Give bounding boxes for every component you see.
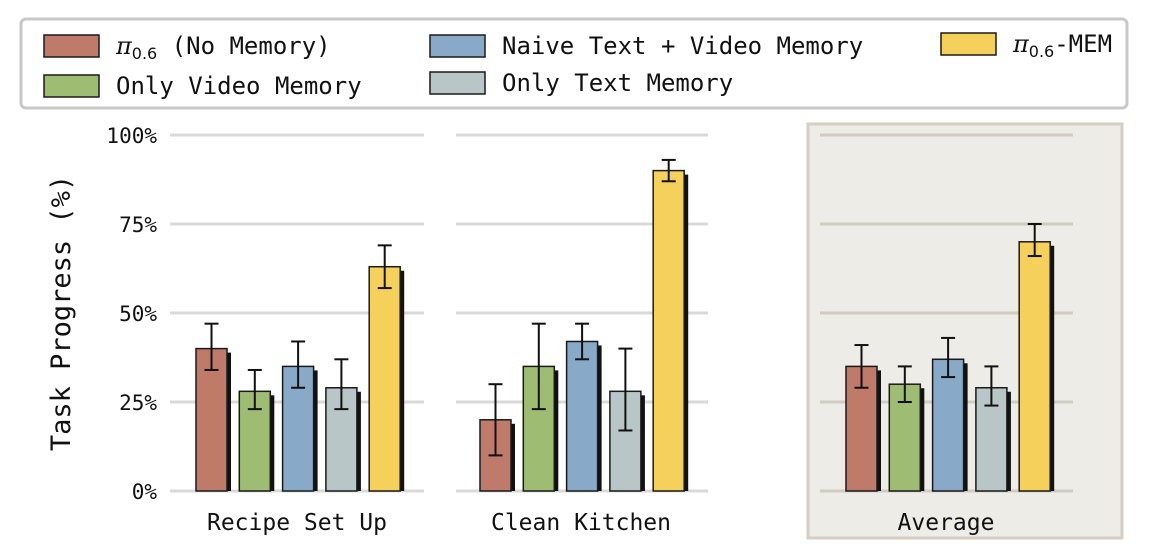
x-category-label: Recipe Set Up [207,510,387,536]
y-axis-ticks: 0% 25% 50% 75% 100% [106,124,157,504]
bar [368,265,401,492]
legend-swatch [43,34,100,58]
y-tick-label: 100% [106,124,157,148]
bar [1018,241,1051,492]
legend-entry: Only Video Memory [116,72,362,100]
legend-box [19,17,1129,110]
legend-suffix: -MEM [1054,30,1112,58]
bar [975,387,1008,492]
legend-entry: Only Text Memory [502,69,733,97]
legend-subscript: 0.6 [1029,42,1054,61]
y-tick-label: 0% [132,480,158,504]
bar [522,365,556,492]
legend-pi: π [115,32,133,60]
x-category-label: Clean Kitchen [491,510,671,536]
legend-entry: π0.6 (No Memory) [115,32,331,63]
y-tick-label: 50% [119,302,157,326]
y-tick-label: 25% [119,391,157,415]
legend-suffix: (No Memory) [157,32,330,60]
bar [652,169,685,492]
legend-swatch [429,71,486,95]
legend-entry: π0.6-MEM [1012,30,1112,61]
bar [565,340,599,492]
y-axis-label: Task Progress (%) [46,175,77,451]
bar [931,358,965,492]
y-tick-label: 75% [119,213,157,237]
legend-pi: π [1012,30,1030,58]
legend-swatch [43,74,100,98]
legend-swatch [429,34,486,58]
x-axis-categories: Recipe Set Up Clean Kitchen Average [207,510,994,536]
legend-subscript: 0.6 [132,44,157,63]
legend-swatch [940,32,997,56]
legend-entry: Naive Text + Video Memory [502,32,863,60]
x-category-label: Average [898,510,995,536]
bars [195,158,1055,492]
